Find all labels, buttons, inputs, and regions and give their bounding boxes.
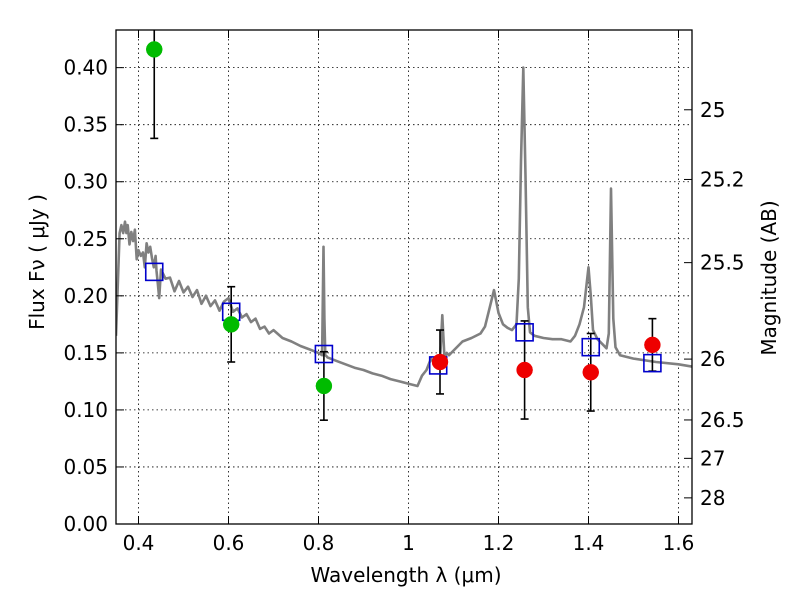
data-point	[516, 361, 533, 379]
right-axis-label: Magnitude (AB)	[757, 200, 781, 355]
right-tick-label: 27	[700, 446, 725, 470]
y-tick-label: 0.05	[63, 455, 108, 479]
y-tick-label: 0.10	[63, 398, 108, 422]
right-tick-label: 26	[700, 347, 725, 371]
data-point	[644, 336, 661, 354]
model-photometry-square	[314, 344, 334, 364]
right-tick-label: 28	[700, 486, 725, 510]
tick-labels: 0.4 0.6 0.8 1 1.2 1.4 1.6 0.00 0.05 0.10 0.15 0.20 0…	[63, 56, 744, 555]
right-tick-label: 25.5	[700, 251, 745, 275]
y-tick-label: 0.35	[63, 113, 108, 137]
model-sed-layer	[116, 66, 692, 388]
right-tick-label: 26.5	[700, 408, 745, 432]
data-point	[582, 364, 599, 381]
y-tick-label: 0.25	[63, 227, 108, 251]
y-tick-label: 0.00	[63, 512, 108, 536]
x-tick-label: 0.8	[303, 531, 335, 555]
data-point	[222, 316, 240, 333]
y-tick-label: 0.40	[63, 56, 108, 80]
grid	[116, 30, 692, 525]
plot-frame	[115, 29, 693, 525]
x-axis-label: Wavelength λ (μm)	[310, 563, 501, 587]
model-photometry-square	[144, 262, 164, 282]
x-tick-label: 0.6	[213, 531, 245, 555]
data-point	[146, 41, 163, 58]
y-tick-label: 0.20	[63, 284, 108, 308]
x-tick-label: 1.6	[663, 531, 695, 555]
x-tick-label: 1.2	[483, 531, 515, 555]
x-tick-label: 0.4	[123, 531, 155, 555]
x-tick-label: 1	[402, 531, 415, 555]
data-point	[315, 377, 333, 395]
y-tick-label: 0.30	[63, 170, 108, 194]
model-photometry-square	[515, 323, 534, 342]
y-axis-label: Flux Fν ( μJy )	[25, 194, 49, 330]
x-tick-label: 1.4	[573, 531, 605, 555]
right-tick-label: 25.2	[700, 167, 745, 191]
y-tick-label: 0.15	[63, 341, 108, 365]
model-sed-line	[116, 66, 692, 388]
model-photometry-square	[643, 353, 662, 373]
right-tick-label: 25	[700, 98, 725, 122]
error-bars-layer	[150, 30, 657, 421]
data-point	[431, 353, 449, 371]
markers-layer	[144, 41, 662, 395]
ticks	[116, 30, 692, 525]
model-photometry-square	[581, 337, 601, 357]
